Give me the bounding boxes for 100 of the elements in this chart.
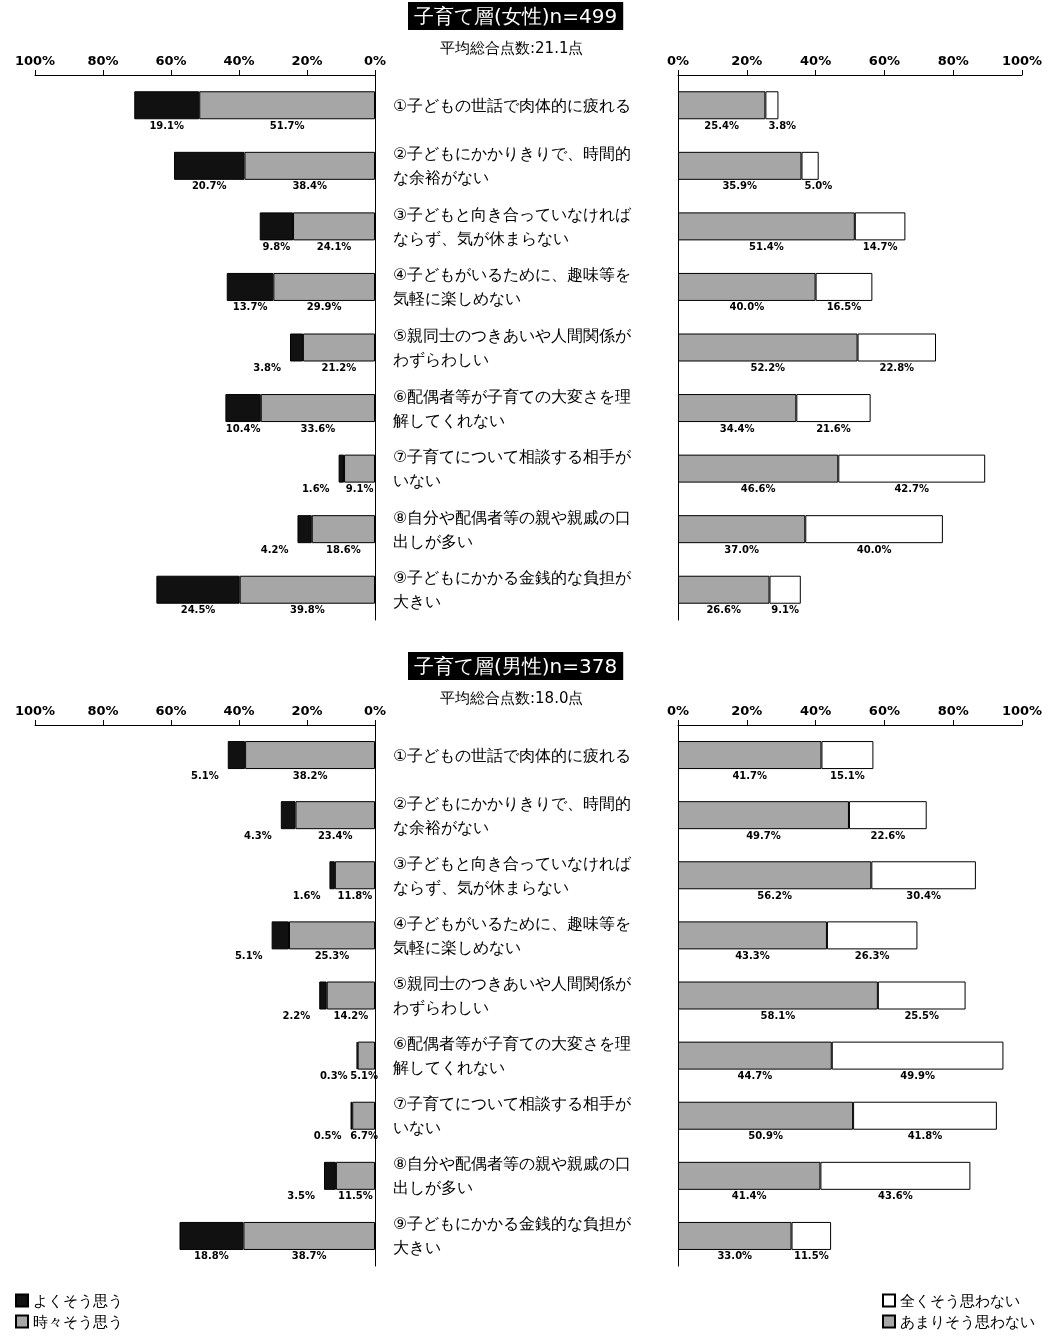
data-label: 41.4%	[731, 1190, 767, 1202]
y-tick-label: ①子どもの世話で肉体的に疲れる	[393, 745, 632, 765]
y-tick-label: ⑤親同士のつきあいや人間関係がわずらわしい	[393, 974, 633, 1017]
x-tick-label: 60%	[868, 53, 900, 68]
data-label: 4.2%	[260, 543, 289, 555]
data-label: 40.0%	[856, 543, 892, 555]
y-tick-label: ④子どもがいるために、趣味等を気軽に楽しめない	[393, 265, 632, 309]
data-label: 34.4%	[719, 422, 755, 434]
data-label: 19.1%	[149, 119, 185, 131]
y-tick-label: ①子どもの世話で肉体的に疲れる	[393, 95, 632, 115]
data-label: 11.8%	[337, 889, 373, 901]
data-label: 3.8%	[768, 119, 797, 131]
y-tick-label: ③子どもと向き合っていなければならず、気が休まらない	[393, 204, 633, 248]
data-label: 40.0%	[729, 301, 765, 313]
data-label: 49.7%	[746, 829, 781, 841]
data-label: 4.3%	[244, 829, 272, 841]
data-label: 9.8%	[262, 240, 291, 252]
legend-label: 時々そう思う	[33, 1312, 123, 1331]
data-label: 24.1%	[316, 240, 352, 252]
data-label: 16.5%	[826, 301, 862, 313]
data-label: 50.9%	[748, 1130, 783, 1142]
text: 平均総合点数:21.1点	[440, 38, 584, 57]
y-tick-label: ③子どもと向き合っていなければならず、気が休まらない	[393, 853, 633, 897]
x-tick-label: 80%	[87, 53, 119, 68]
x-tick-label: 40%	[800, 703, 832, 718]
data-label: 9.1%	[345, 483, 374, 495]
legend-label: よくそう思う	[33, 1291, 123, 1310]
text: 平均総合点数:18.0点	[440, 688, 584, 707]
data-label: 49.9%	[900, 1070, 935, 1082]
y-tick-label: ④子どもがいるために、趣味等を気軽に楽しめない	[393, 913, 632, 957]
data-label: 33.6%	[300, 422, 336, 434]
data-label: 11.5%	[338, 1190, 373, 1202]
data-label: 14.2%	[333, 1010, 369, 1021]
x-tick-label: 100%	[14, 53, 56, 68]
data-label: 20.7%	[191, 180, 227, 192]
data-label: 51.4%	[749, 240, 784, 252]
x-tick-label: 100%	[1001, 53, 1043, 68]
data-label: 25.3%	[314, 949, 350, 961]
data-label: 18.6%	[326, 543, 361, 555]
data-label: 22.8%	[879, 362, 915, 373]
data-label: 14.7%	[862, 240, 898, 252]
x-tick-label: 20%	[731, 703, 763, 718]
legend-label: 全くそう思わない	[900, 1291, 1020, 1310]
data-label: 51.7%	[269, 119, 305, 131]
data-label: 10.4%	[225, 422, 261, 434]
y-tick-label: ⑨子どもにかかる金銭的な負担が大きい	[393, 568, 633, 612]
y-tick-label: ⑦子育てについて相談する相手がいない	[393, 1094, 633, 1138]
x-tick-label: 0%	[666, 53, 690, 68]
data-label: 38.2%	[292, 769, 328, 781]
data-label: 21.6%	[816, 422, 851, 434]
x-tick-label: 0%	[363, 703, 387, 718]
x-tick-label: 20%	[291, 703, 323, 718]
data-label: 29.9%	[306, 301, 342, 313]
data-label: 18.8%	[194, 1250, 229, 1262]
data-label: 21.2%	[321, 362, 357, 373]
legend-label: あまりそう思わない	[900, 1312, 1035, 1331]
y-tick-label: ②子どもにかかりきりで、時間的な余裕がない	[393, 144, 632, 188]
x-tick-label: 60%	[868, 703, 900, 718]
y-tick-label: ⑧自分や配偶者等の親や親戚の口出しが多い	[393, 1154, 632, 1198]
data-label: 25.4%	[704, 119, 740, 131]
data-label: 35.9%	[722, 180, 758, 192]
data-label: 33.0%	[717, 1250, 753, 1262]
data-label: 41.8%	[907, 1130, 943, 1142]
data-label: 43.3%	[735, 949, 770, 961]
data-label: 22.6%	[870, 829, 906, 841]
data-label: 1.6%	[301, 483, 330, 495]
data-label: 3.5%	[287, 1190, 315, 1202]
y-tick-label: ⑦子育てについて相談する相手がいない	[393, 447, 633, 491]
data-label: 56.2%	[757, 889, 793, 901]
data-label: 46.6%	[740, 483, 776, 495]
data-label: 23.4%	[317, 829, 353, 841]
data-label: 0.5%	[313, 1130, 342, 1142]
data-label: 38.7%	[291, 1250, 327, 1262]
data-label: 37.0%	[724, 543, 759, 555]
x-tick-label: 60%	[155, 703, 187, 718]
y-tick-label: ⑥配偶者等が子育ての大変さを理解してくれない	[393, 1034, 632, 1078]
data-label: 38.4%	[292, 180, 328, 192]
data-label: 52.2%	[750, 362, 786, 373]
x-tick-label: 80%	[87, 703, 119, 718]
data-label: 0.3%	[319, 1070, 348, 1082]
data-label: 25.5%	[904, 1010, 940, 1021]
x-tick-label: 100%	[14, 703, 56, 718]
data-label: 9.1%	[771, 604, 800, 616]
data-label: 44.7%	[737, 1070, 773, 1082]
x-tick-label: 40%	[800, 53, 832, 68]
data-label: 42.7%	[894, 483, 930, 495]
data-label: 15.1%	[830, 769, 865, 781]
x-tick-label: 40%	[223, 703, 255, 718]
data-label: 30.4%	[906, 889, 941, 901]
data-label: 5.0%	[804, 180, 833, 192]
y-tick-label: ⑤親同士のつきあいや人間関係がわずらわしい	[393, 326, 633, 369]
data-label: 41.7%	[732, 769, 768, 781]
data-label: 5.1%	[191, 769, 219, 781]
data-label: 58.1%	[760, 1010, 796, 1021]
y-tick-label: ⑧自分や配偶者等の親や親戚の口出しが多い	[393, 507, 632, 551]
y-tick-label: ②子どもにかかりきりで、時間的な余裕がない	[393, 793, 632, 837]
x-tick-label: 0%	[666, 703, 690, 718]
data-label: 26.3%	[854, 949, 890, 961]
x-tick-label: 60%	[155, 53, 187, 68]
data-label: 26.6%	[706, 604, 742, 616]
